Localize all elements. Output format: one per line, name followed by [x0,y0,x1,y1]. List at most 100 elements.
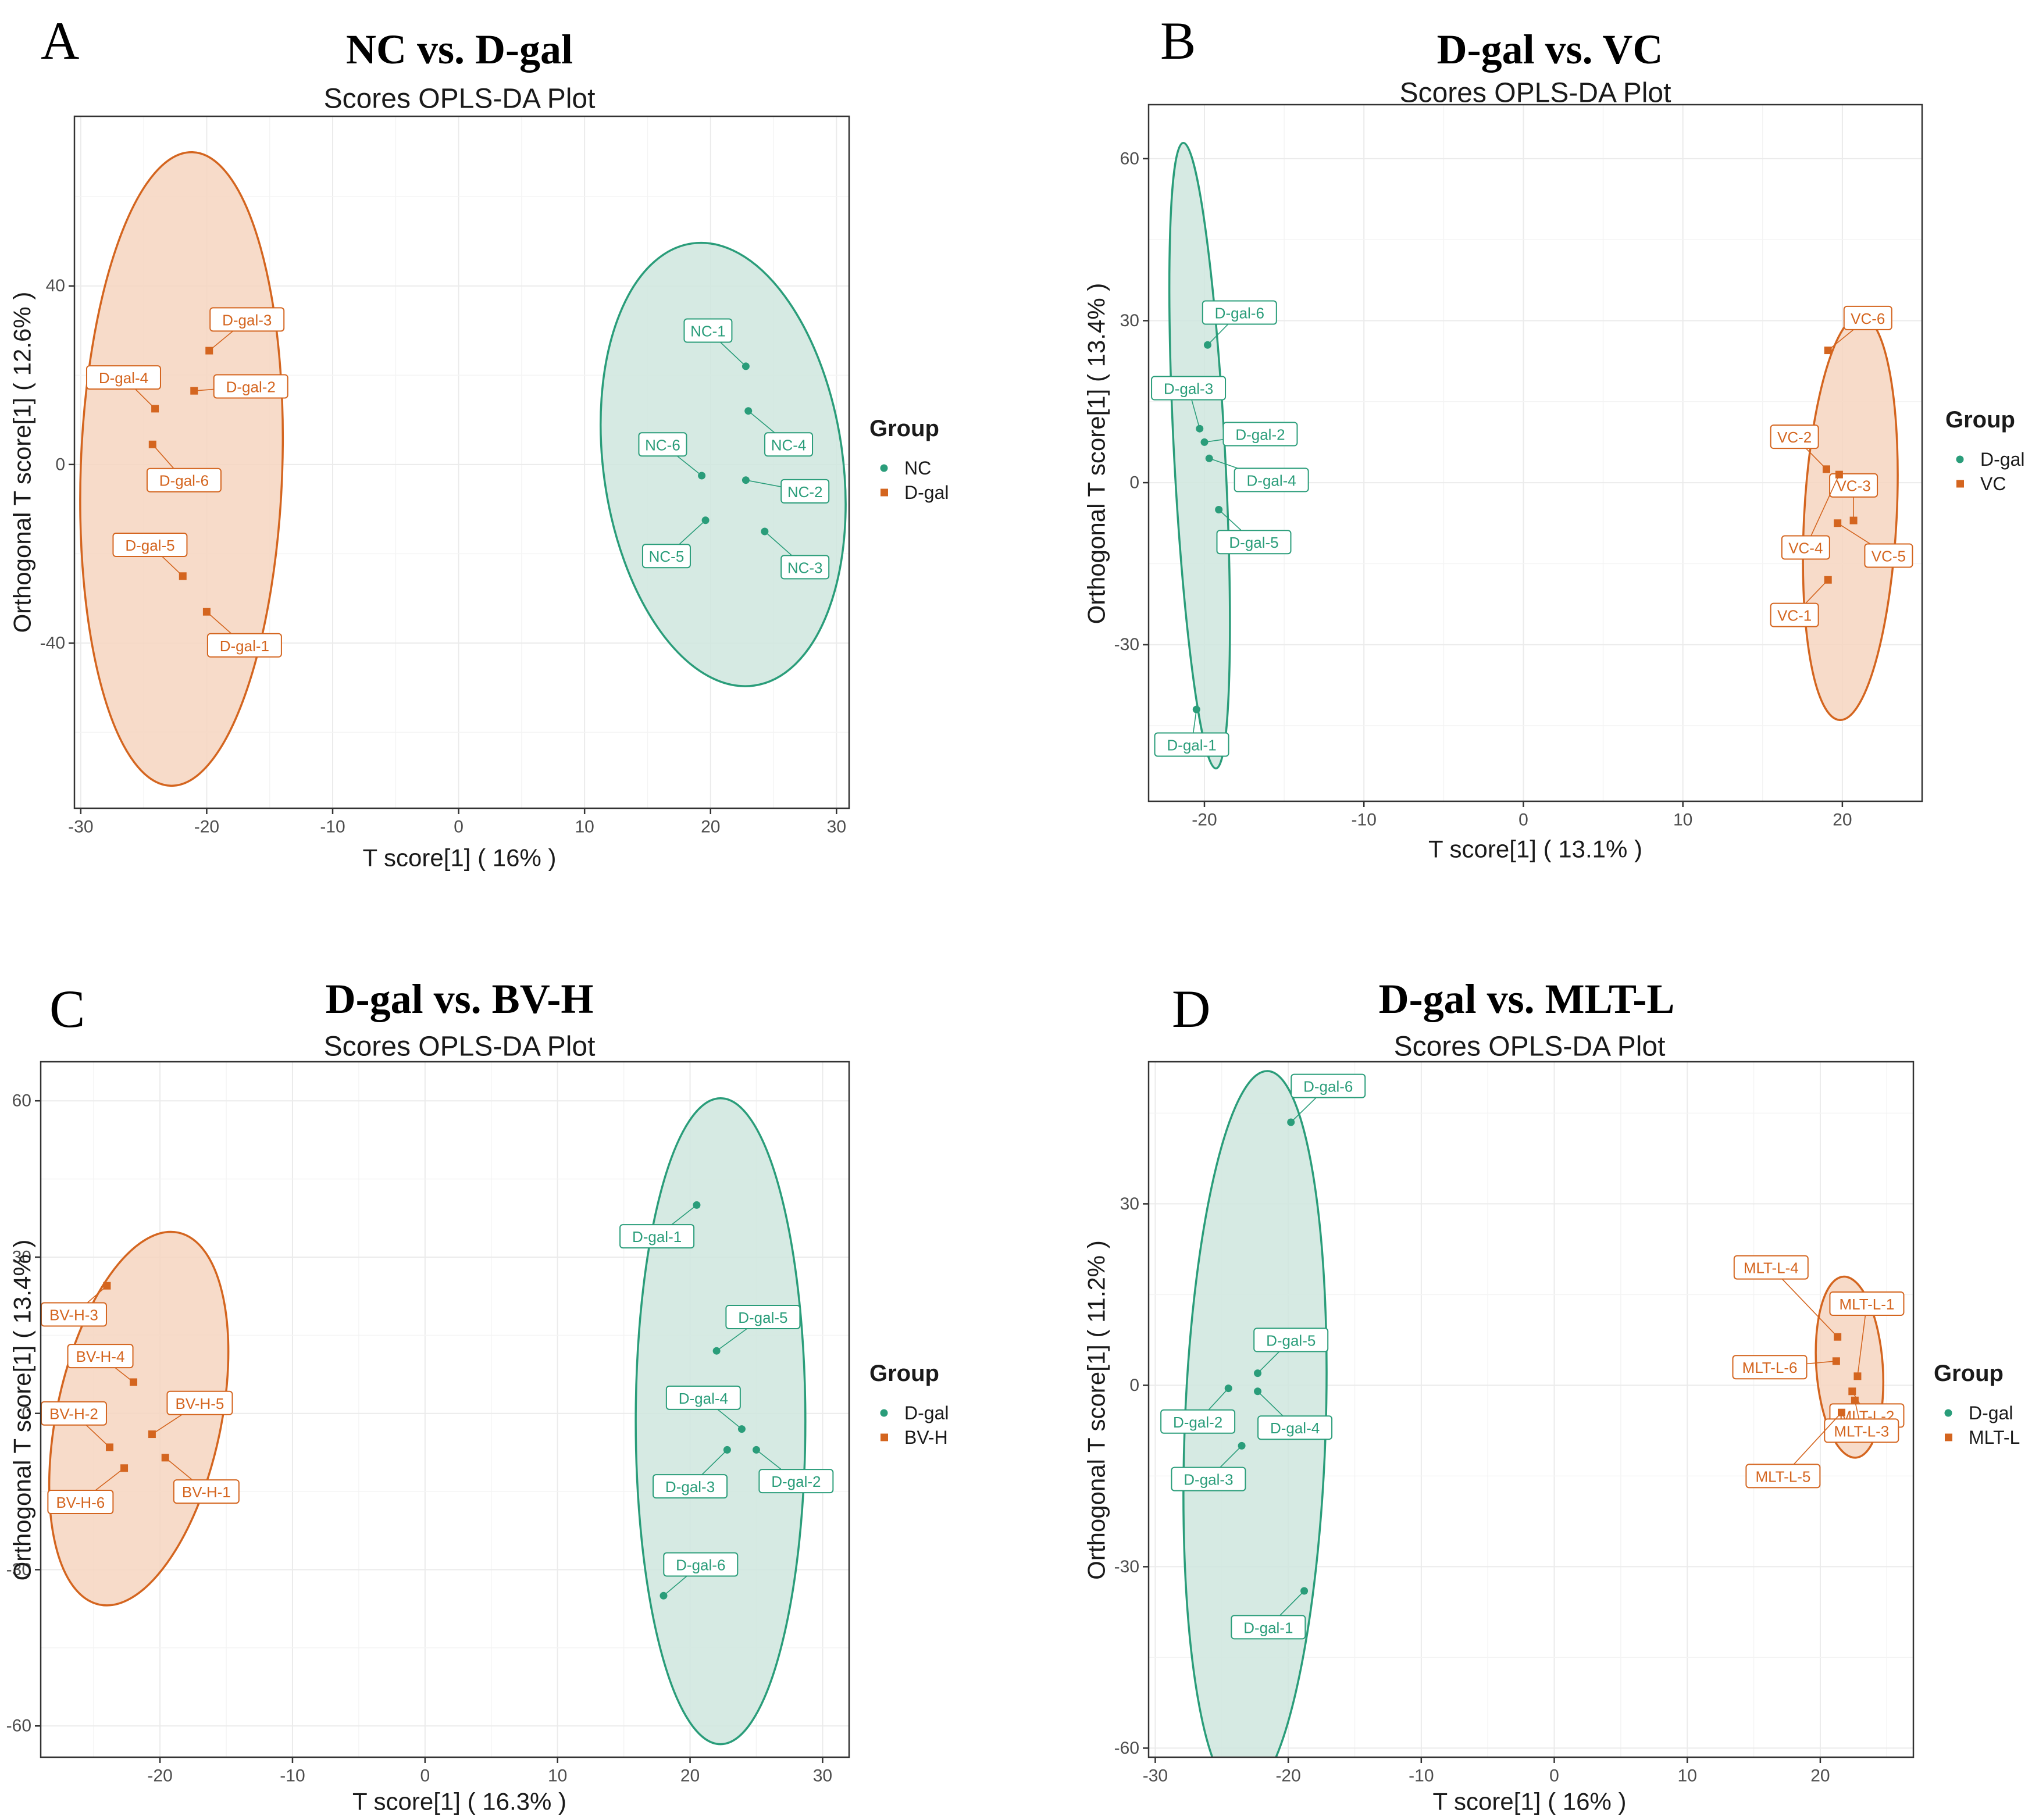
x-tick-label: 10 [1673,811,1692,830]
data-point [130,1378,138,1386]
data-point [1205,454,1213,462]
y-tick-label: 30 [1120,1194,1139,1214]
legend-title: Group [1934,1361,2004,1386]
panel-d: D D-gal vs. MLT-L Scores OPLS-DA Plot D-gal… [1083,976,2020,1815]
point-label-box [725,1304,801,1329]
data-point [1300,1587,1309,1595]
point-label: VC-4 [1781,535,1830,560]
point-label-box [1253,1327,1329,1352]
y-tick-label: 60 [12,1091,31,1111]
point-label: MLT-L-1 [1829,1291,1905,1316]
data-point [723,1446,731,1454]
point-label: NC-6 [638,432,687,457]
point-label: NC-3 [780,555,830,580]
data-point [151,405,159,413]
x-tick-label: -10 [1352,811,1377,830]
point-label-text: D-gal-4 [679,1390,728,1407]
point-label: MLT-L-6 [1732,1355,1808,1380]
point-label-box [206,633,282,658]
chart-title: D-gal vs. BV-H [326,976,594,1022]
point-label-text: VC-5 [1872,547,1906,565]
chart-subtitle: Scores OPLS-DA Plot [324,84,596,115]
point-label-text: NC-3 [787,559,823,576]
y-tick-label: -40 [40,633,65,652]
data-point [1832,1357,1840,1365]
x-tick-label: -30 [1143,1767,1168,1786]
point-label-box [1222,422,1298,447]
point-label-box [1745,1464,1821,1489]
point-label-box [663,1552,739,1577]
point-label-box [638,432,687,457]
point-label-box [641,544,691,569]
point-label-text: VC-4 [1788,540,1823,557]
x-tick-label: 20 [701,818,720,837]
x-tick-label: -10 [1409,1767,1434,1786]
x-tick-label: -20 [1275,1767,1300,1786]
point-label: NC-1 [683,318,733,343]
chart-title: D-gal vs. MLT-L [1379,976,1675,1022]
point-label: D-gal-3 [1171,1466,1246,1491]
data-point [1203,341,1211,349]
point-label-text: D-gal-1 [1167,736,1216,754]
chart-title: NC vs. D-gal [346,26,573,73]
point-label: BV-H-1 [173,1479,240,1504]
data-point [1834,519,1842,527]
point-label: D-gal-2 [1160,1409,1236,1434]
point-label-text: D-gal-5 [738,1309,787,1326]
legend-label: BV-H [904,1427,948,1448]
y-tick-label: 30 [1120,311,1139,330]
point-label: D-gal-3 [653,1474,728,1499]
data-point [1824,576,1832,584]
data-point [1848,1387,1856,1396]
data-point [701,516,710,524]
point-label-box [1231,1615,1306,1640]
plot-frame [40,1061,850,1758]
data-point [1849,516,1858,524]
point-label: D-gal-3 [1151,376,1227,401]
point-label: BV-H-5 [166,1390,233,1415]
data-point [161,1454,169,1462]
point-label-text: D-gal-3 [665,1478,715,1496]
legend-key [1945,1433,1952,1441]
data-point [1838,1408,1846,1416]
point-label-box [1770,424,1819,449]
point-label: D-gal-2 [1222,422,1298,447]
chart-subtitle: Scores OPLS-DA Plot [324,1032,596,1062]
point-label-text: D-gal-6 [676,1557,725,1574]
x-tick-label: 30 [813,1767,832,1786]
point-label-box [1829,1291,1905,1316]
point-label-text: D-gal-2 [1173,1414,1222,1431]
point-label-text: VC-1 [1777,607,1812,624]
point-label-text: NC-5 [649,548,685,565]
legend-label: D-gal [904,482,949,503]
legend-key [1944,1409,1952,1417]
x-tick-label: 10 [575,818,594,837]
data-point [737,1425,746,1433]
x-tick-label: 20 [1833,811,1852,830]
y-tick-label: -30 [1114,1557,1139,1576]
point-label-box [1291,1073,1366,1098]
point-label: D-gal-6 [1291,1073,1366,1098]
point-label-text: D-gal-1 [220,637,269,655]
point-label: D-gal-2 [213,374,288,399]
data-point [148,440,156,448]
legend-title: Group [1945,407,2015,433]
y-tick-label: 0 [55,455,65,474]
point-label-box [1202,300,1277,325]
legend-label: D-gal [1969,1403,2013,1423]
point-label-text: BV-H-4 [76,1348,125,1365]
y-tick-label: -60 [6,1716,31,1736]
data-point [1215,506,1223,514]
x-tick-label: 0 [454,818,464,837]
data-point [105,1443,113,1451]
y-tick-label: 40 [46,276,65,295]
y-tick-label: 60 [1120,149,1139,168]
data-point [1851,1396,1859,1404]
x-tick-label: 10 [1678,1767,1697,1786]
point-label: VC-3 [1829,473,1878,498]
point-label: MLT-L-5 [1745,1464,1821,1489]
x-tick-label: 20 [1810,1767,1830,1786]
point-label: D-gal-4 [1257,1415,1333,1440]
x-axis-title: T score[1] ( 16% ) [1432,1788,1626,1815]
